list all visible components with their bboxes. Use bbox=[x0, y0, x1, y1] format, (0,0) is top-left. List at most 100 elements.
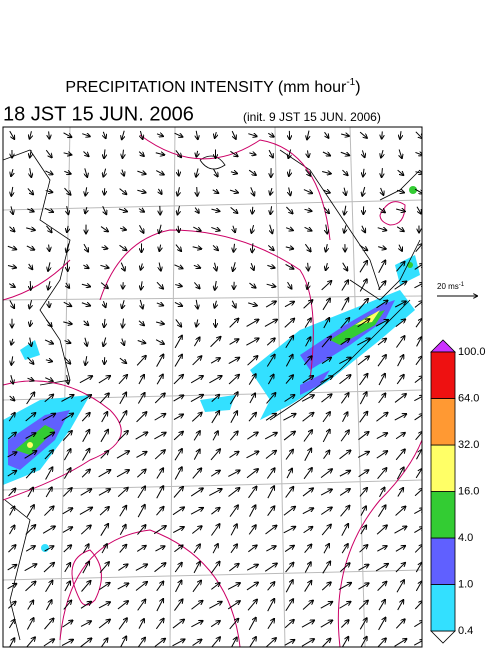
wind-arrow bbox=[81, 413, 90, 422]
wind-arrow bbox=[320, 376, 333, 384]
wind-arrow bbox=[192, 468, 202, 479]
wind-arrow bbox=[135, 432, 148, 440]
wind-arrow bbox=[178, 169, 179, 176]
wind-arrow bbox=[304, 581, 312, 592]
wind-arrow bbox=[215, 262, 217, 271]
wind-arrow bbox=[229, 505, 238, 517]
wind-arrow bbox=[414, 601, 422, 610]
wind-arrow bbox=[156, 468, 163, 479]
wind-arrow bbox=[376, 451, 387, 459]
wind-arrow bbox=[156, 375, 163, 385]
wind-arrow bbox=[285, 355, 292, 367]
wind-arrow bbox=[8, 545, 15, 553]
wind-arrow bbox=[137, 190, 145, 192]
wind-arrow bbox=[63, 545, 71, 553]
wind-arrow bbox=[140, 299, 142, 309]
wind-arrow bbox=[228, 488, 240, 497]
wind-arrow bbox=[303, 356, 311, 366]
wind-arrow bbox=[394, 639, 407, 647]
wind-arrow bbox=[283, 414, 295, 421]
wind-arrow bbox=[395, 433, 405, 440]
map bbox=[3, 127, 422, 647]
wind-arrow bbox=[304, 227, 312, 230]
wind-arrow bbox=[360, 506, 366, 516]
wind-arrow bbox=[44, 618, 53, 630]
wind-arrow bbox=[233, 262, 235, 271]
wind-arrow bbox=[174, 563, 182, 573]
wind-arrow bbox=[267, 506, 275, 516]
wind-arrow bbox=[340, 393, 348, 404]
wind-arrow bbox=[119, 545, 127, 553]
wind-arrow bbox=[62, 488, 71, 497]
wind-arrow bbox=[321, 336, 331, 348]
wind-arrow bbox=[135, 582, 147, 591]
wind-arrow bbox=[196, 150, 197, 157]
wind-arrow bbox=[99, 393, 109, 404]
wind-arrow bbox=[79, 376, 92, 384]
wind-arrow bbox=[174, 302, 182, 305]
wind-arrow bbox=[326, 243, 328, 251]
wind-arrow bbox=[211, 524, 219, 536]
wind-arrow bbox=[7, 584, 17, 590]
wind-arrow bbox=[375, 564, 388, 572]
wind-arrow bbox=[175, 150, 181, 157]
wind-arrow bbox=[251, 263, 254, 270]
wind-arrow bbox=[27, 188, 33, 194]
wind-arrow bbox=[266, 284, 276, 286]
wind-arrow bbox=[25, 433, 36, 439]
wind-arrow bbox=[156, 303, 163, 306]
wind-arrow bbox=[233, 225, 235, 232]
wind-arrow bbox=[323, 318, 329, 329]
wind-arrow bbox=[340, 620, 348, 628]
wind-arrow bbox=[341, 544, 348, 554]
wind-arrow bbox=[301, 639, 314, 647]
wind-arrow bbox=[137, 486, 145, 499]
wind-arrow bbox=[139, 225, 143, 233]
wind-arrow bbox=[341, 524, 348, 536]
wind-arrow bbox=[62, 527, 72, 533]
wind-arrow bbox=[122, 338, 124, 345]
wind-arrow bbox=[246, 582, 258, 591]
wind-arrow bbox=[323, 451, 330, 459]
wind-arrow bbox=[103, 301, 105, 307]
wind-arrow bbox=[193, 450, 199, 460]
wind-arrow bbox=[138, 375, 144, 385]
wind-arrow bbox=[322, 190, 330, 193]
wind-arrow bbox=[302, 600, 313, 610]
wind-arrow bbox=[45, 600, 51, 611]
wind-arrow bbox=[267, 619, 274, 629]
wind-arrow bbox=[191, 621, 202, 628]
wind-arrow bbox=[415, 319, 422, 328]
wind-arrow bbox=[215, 280, 217, 290]
wind-arrow bbox=[80, 602, 91, 609]
wind-arrow bbox=[358, 583, 368, 590]
wind-arrow bbox=[229, 392, 237, 405]
wind-arrow bbox=[63, 301, 72, 306]
wind-arrow bbox=[284, 302, 294, 308]
wind-arrow bbox=[25, 413, 36, 422]
wind-arrow bbox=[341, 298, 349, 311]
wind-arrow bbox=[395, 449, 405, 461]
wind-arrow bbox=[246, 469, 258, 479]
wind-arrow bbox=[228, 470, 239, 477]
wind-arrow bbox=[48, 262, 50, 271]
wind-arrow bbox=[156, 322, 164, 324]
colorbar-bin bbox=[430, 584, 456, 632]
wind-arrow bbox=[98, 470, 111, 478]
wind-arrow bbox=[289, 169, 290, 176]
colorbar-label: 4.0 bbox=[458, 532, 473, 544]
colorbar-bin bbox=[430, 537, 456, 585]
wind-arrow bbox=[67, 206, 69, 214]
wind-arrow bbox=[320, 469, 332, 479]
wind-arrow bbox=[265, 526, 277, 535]
wind-arrow bbox=[246, 320, 259, 327]
wind-arrow bbox=[270, 206, 271, 214]
wind-arrow bbox=[82, 449, 90, 461]
wind-arrow bbox=[211, 227, 219, 230]
wind-arrow bbox=[382, 168, 383, 177]
wind-arrow bbox=[193, 431, 200, 441]
wind-arrow bbox=[80, 621, 91, 627]
wind-arrow bbox=[136, 452, 146, 458]
wind-arrow bbox=[339, 489, 350, 496]
wind-arrow bbox=[196, 299, 198, 309]
